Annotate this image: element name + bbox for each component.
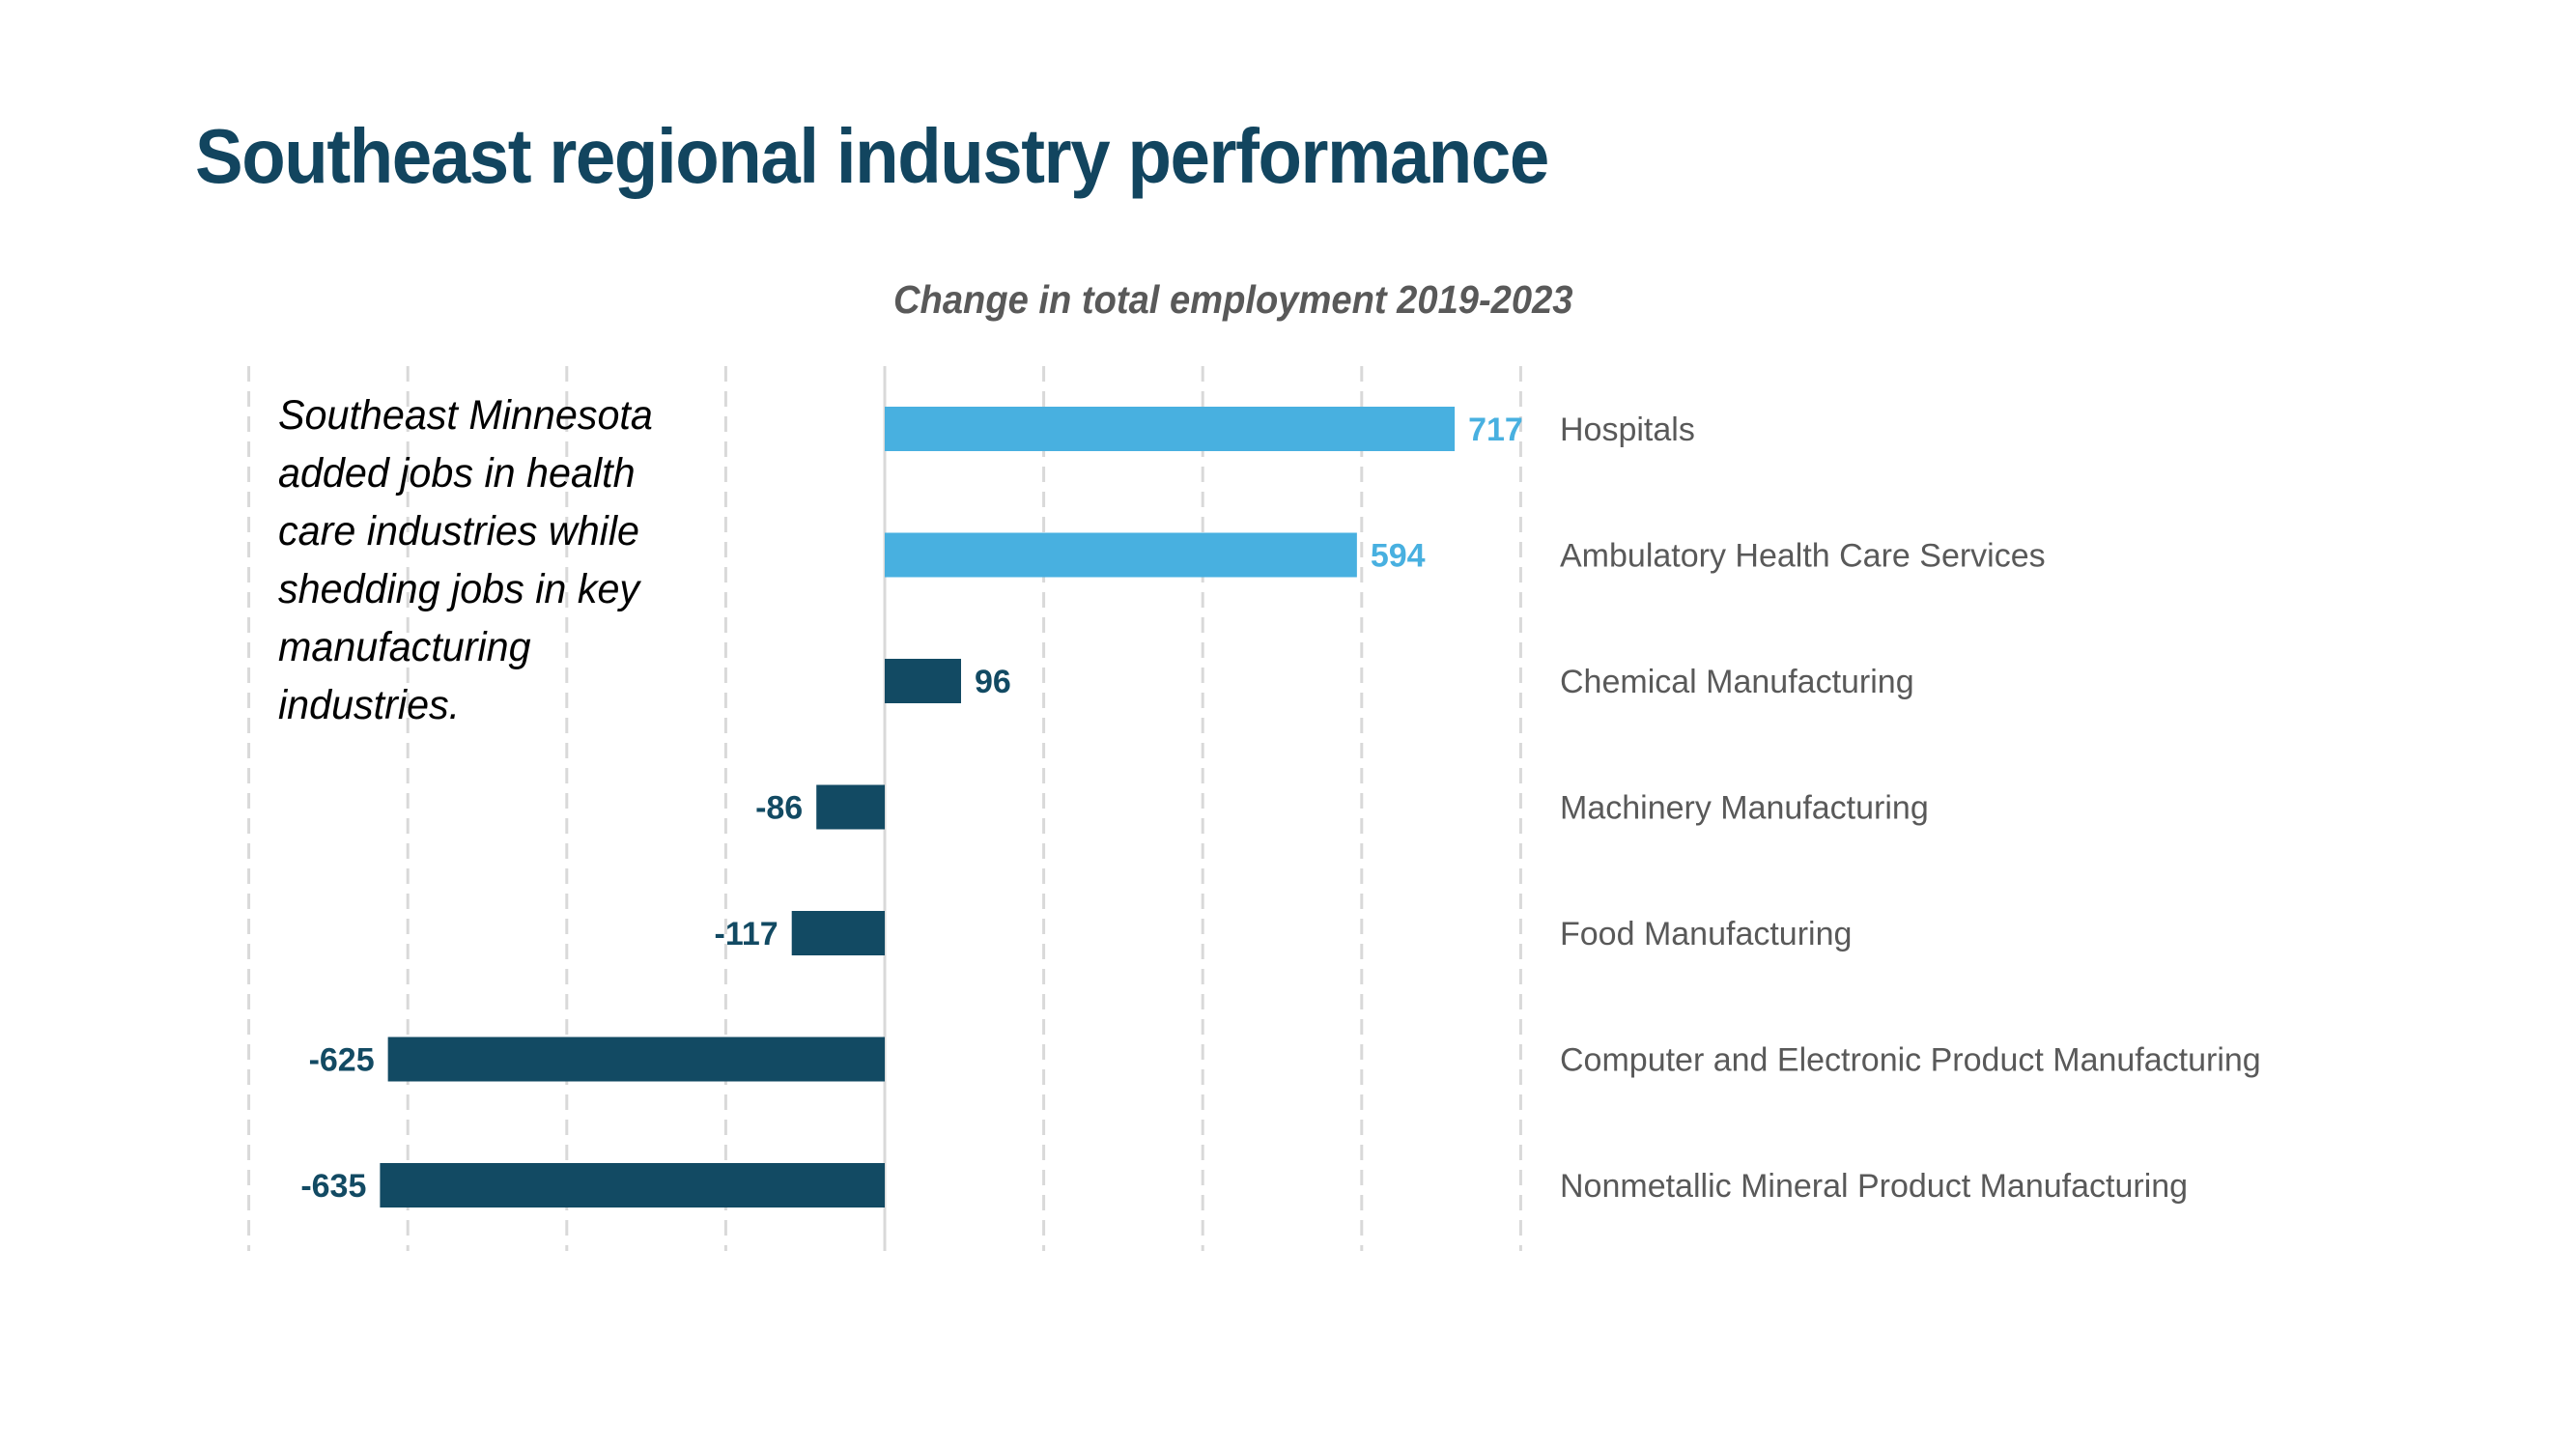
bar [885,407,1456,451]
data-labels: 717 594 96 -86 -117 -625 -635 [300,412,1522,1205]
data-label: -86 [755,790,803,827]
bar [791,911,885,955]
bar [380,1163,885,1208]
category-label: Ambulatory Health Care Services [1560,538,2046,575]
gridlines [247,366,1522,1251]
bar [816,784,885,830]
data-label: 717 [1468,412,1523,448]
bar [885,532,1357,578]
category-label: Computer and Electronic Product Manufact… [1560,1042,2261,1079]
data-label: 96 [975,664,1011,700]
data-label: -635 [300,1168,366,1205]
category-label: Machinery Manufacturing [1560,790,1929,827]
category-labels: Hospitals Ambulatory Health Care Services… [1560,412,2261,1205]
data-label: -117 [715,916,778,952]
category-label: Hospitals [1560,412,1695,448]
slide-title: Southeast regional industry performance [195,113,1549,199]
category-label: Nonmetallic Mineral Product Manufacturin… [1560,1168,2188,1205]
bar [387,1037,885,1082]
bar [885,659,962,703]
bars [380,407,1456,1208]
data-label: -625 [309,1042,375,1079]
chart-title: Change in total employment 2019-2023 [893,277,1573,322]
category-label: Chemical Manufacturing [1560,664,1914,700]
category-label: Food Manufacturing [1560,916,1852,952]
annotation-text: Southeast Minnesota added jobs in health… [278,392,653,728]
data-label: 594 [1371,538,1426,575]
